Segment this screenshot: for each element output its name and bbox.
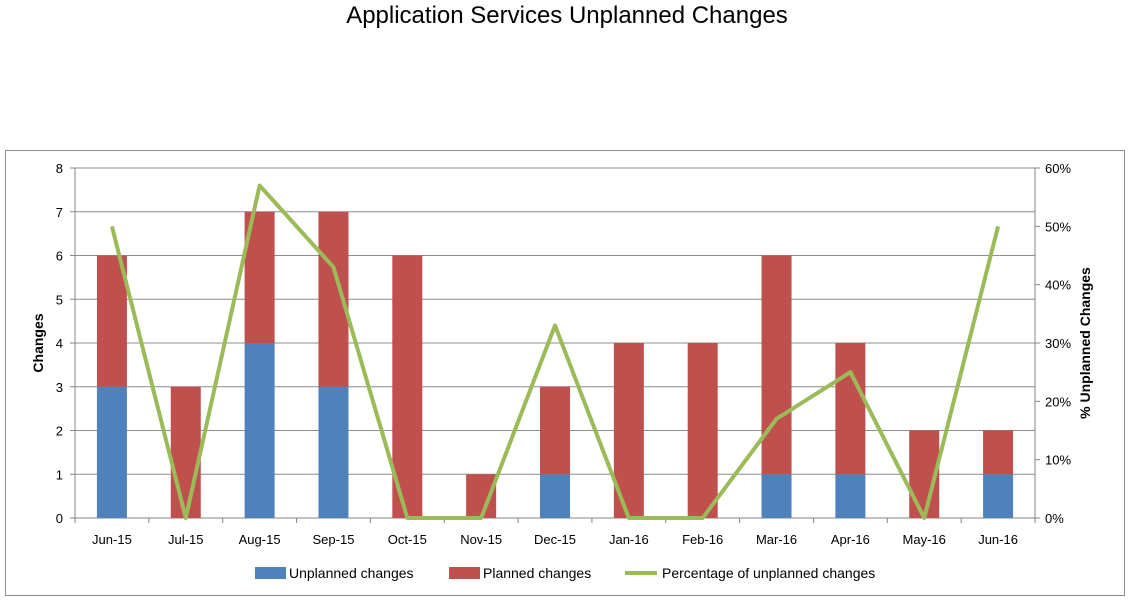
legend-unplanned-label: Unplanned changes xyxy=(289,565,414,581)
y-tick-label: 8 xyxy=(56,161,63,176)
bar-unplanned xyxy=(96,386,127,518)
bar-unplanned xyxy=(318,386,349,518)
y2-tick-label: 20% xyxy=(1045,394,1071,409)
bar-planned xyxy=(687,343,718,518)
x-tick-label: Jan-16 xyxy=(609,532,649,547)
x-tick-label: Sep-15 xyxy=(313,532,355,547)
y-tick-label: 6 xyxy=(56,249,63,264)
y-tick-label: 1 xyxy=(56,467,63,482)
y-tick-label: 3 xyxy=(56,380,63,395)
x-tick-label: Oct-15 xyxy=(388,532,427,547)
x-tick-label: Jun-15 xyxy=(92,532,132,547)
y-tick-label: 7 xyxy=(56,205,63,220)
y-tick-label: 0 xyxy=(56,511,63,526)
y2-tick-label: 60% xyxy=(1045,161,1071,176)
y-tick-label: 5 xyxy=(56,292,63,307)
y2-tick-label: 30% xyxy=(1045,336,1071,351)
percentage-line xyxy=(109,183,1001,520)
bar-planned xyxy=(392,255,423,518)
bar-planned xyxy=(983,430,1014,475)
y2-tick-label: 50% xyxy=(1045,219,1071,234)
x-tick-label: Feb-16 xyxy=(682,532,723,547)
bar-planned xyxy=(170,386,201,518)
bar-planned xyxy=(96,255,127,387)
y2-axis-title: % Unplanned Changes xyxy=(1077,267,1093,419)
x-tick-label: Jun-16 xyxy=(978,532,1018,547)
x-tick-label: Mar-16 xyxy=(756,532,797,547)
x-tick-label: Nov-15 xyxy=(460,532,502,547)
bar-unplanned xyxy=(983,474,1014,518)
x-tick-label: Aug-15 xyxy=(239,532,281,547)
bar-planned xyxy=(761,255,792,475)
legend-planned-label: Planned changes xyxy=(483,565,591,581)
chart-frame xyxy=(5,150,1125,596)
x-tick-label: Jul-15 xyxy=(168,532,203,547)
chart-title: Application Services Unplanned Changes xyxy=(346,2,788,29)
y2-tick-label: 0% xyxy=(1045,511,1064,526)
x-tick-label: Dec-15 xyxy=(534,532,576,547)
legend-percentage-label: Percentage of unplanned changes xyxy=(662,565,875,581)
bar-unplanned xyxy=(761,474,792,518)
y2-tick-label: 10% xyxy=(1045,453,1071,468)
legend-unplanned-swatch xyxy=(255,567,286,579)
bar-planned xyxy=(540,386,570,475)
y-tick-label: 2 xyxy=(56,424,63,439)
bar-unplanned xyxy=(835,474,866,518)
y-axis-title: Changes xyxy=(30,313,46,372)
legend-planned-swatch xyxy=(449,567,480,579)
x-tick-label: Apr-16 xyxy=(831,532,870,547)
y-tick-label: 4 xyxy=(56,336,63,351)
x-tick-label: May-16 xyxy=(903,532,946,547)
y2-tick-label: 40% xyxy=(1045,278,1071,293)
bar-unplanned xyxy=(540,474,570,518)
bar-unplanned xyxy=(244,343,275,518)
bar-planned xyxy=(835,343,866,475)
